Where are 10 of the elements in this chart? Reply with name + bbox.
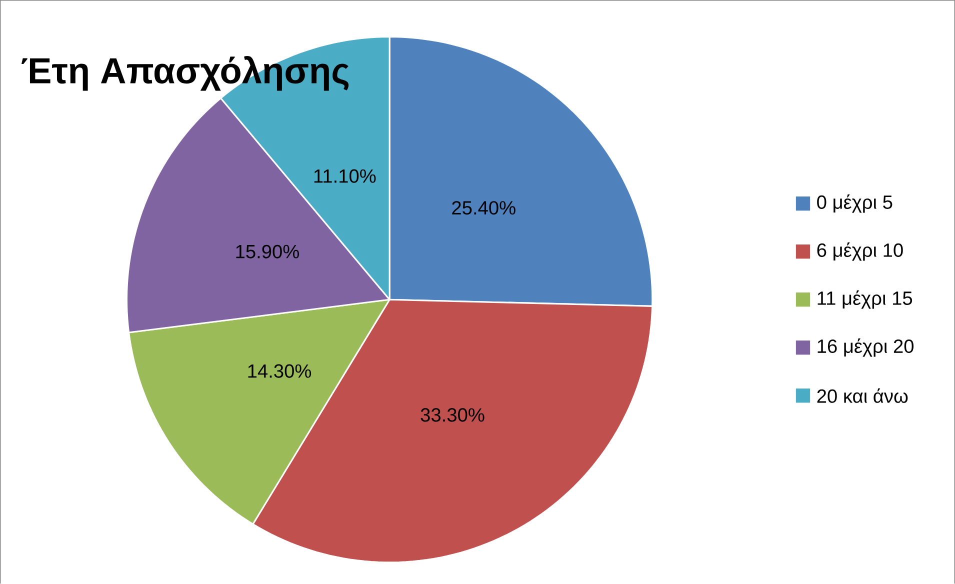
legend-label: 16 μέχρι 20 (818, 338, 914, 357)
data-label: 15.90% (236, 244, 299, 258)
legend-label: 6 μέχρι 10 (817, 242, 903, 261)
data-label: 11.10% (314, 169, 376, 183)
legend-label: 20 και άνω (817, 388, 908, 403)
data-label: 14.30% (248, 364, 312, 378)
data-label: 25.40% (452, 201, 516, 215)
legend-label: 11 μέχρι 15 (818, 290, 912, 309)
data-label: 33.30% (420, 408, 484, 422)
legend-label: 0 μέχρι 5 (817, 194, 892, 213)
